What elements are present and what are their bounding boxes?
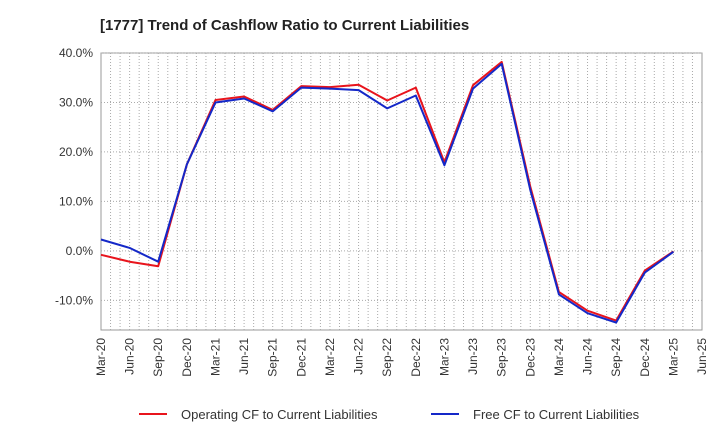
y-axis-ticks: -10.0% 0.0% 10.0% 20.0% 30.0% 40.0% xyxy=(55,46,93,307)
legend-label-operating-cf: Operating CF to Current Liabilities xyxy=(181,407,378,422)
x-tick-label: Dec-24 xyxy=(638,338,652,377)
x-tick-label: Jun-23 xyxy=(466,338,480,375)
x-tick-label: Jun-21 xyxy=(237,338,251,375)
y-tick-label: 0.0% xyxy=(66,244,94,258)
x-tick-label: Dec-22 xyxy=(409,338,423,377)
x-tick-label: Mar-23 xyxy=(437,338,451,376)
x-axis-ticks: Mar-20 Jun-20 Sep-20 Dec-20 Mar-21 Jun-21 Sep-… xyxy=(94,338,709,377)
grid xyxy=(101,52,702,330)
series-line-free-cf xyxy=(100,62,674,324)
x-tick-label: Jun-24 xyxy=(581,338,595,375)
y-tick-label: 40.0% xyxy=(59,46,93,60)
x-tick-label: Mar-20 xyxy=(94,338,108,376)
x-tick-label: Mar-25 xyxy=(666,338,680,376)
x-tick-label: Sep-22 xyxy=(380,338,394,377)
plot-area xyxy=(100,52,703,331)
x-tick-label: Mar-22 xyxy=(323,338,337,376)
x-tick-label: Jun-25 xyxy=(695,338,709,375)
x-tick-label: Sep-21 xyxy=(266,338,280,377)
x-tick-label: Mar-21 xyxy=(208,338,222,376)
y-tick-label: 20.0% xyxy=(59,145,93,159)
chart-title: [1777] Trend of Cashflow Ratio to Curren… xyxy=(100,17,469,34)
series-group xyxy=(100,60,674,324)
legend-label-free-cf: Free CF to Current Liabilities xyxy=(473,407,640,422)
x-tick-label: Sep-24 xyxy=(609,338,623,377)
x-tick-label: Mar-24 xyxy=(552,338,566,376)
x-tick-label: Sep-23 xyxy=(495,338,509,377)
legend: Operating CF to Current Liabilities Free… xyxy=(139,407,640,422)
x-tick-label: Jun-20 xyxy=(123,338,137,375)
x-tick-label: Dec-21 xyxy=(294,338,308,377)
y-tick-label: 30.0% xyxy=(59,95,93,109)
x-tick-label: Jun-22 xyxy=(352,338,366,375)
x-tick-label: Dec-20 xyxy=(180,338,194,377)
y-tick-label: -10.0% xyxy=(55,293,93,307)
y-tick-label: 10.0% xyxy=(59,194,93,208)
x-tick-label: Sep-20 xyxy=(151,338,165,377)
x-tick-label: Dec-23 xyxy=(523,338,537,377)
